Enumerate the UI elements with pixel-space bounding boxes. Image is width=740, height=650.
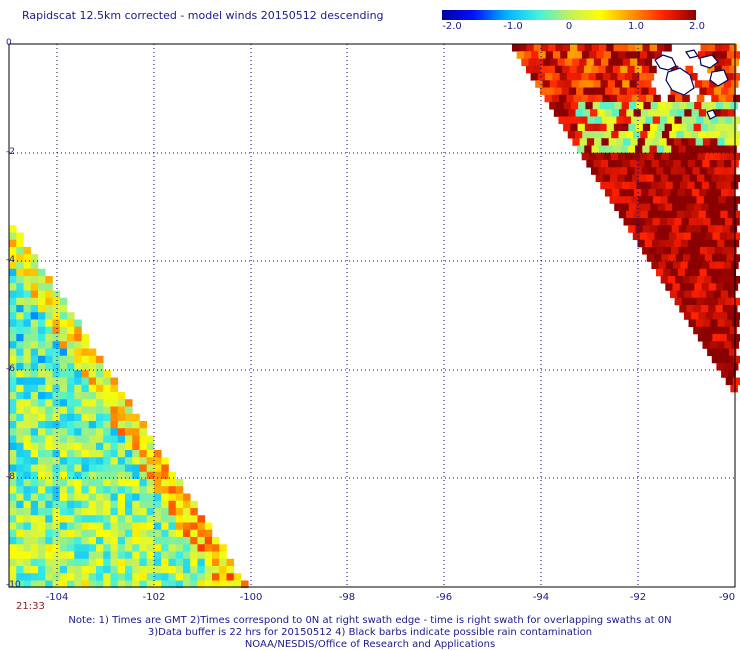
colorbar-label-zero: 0 (565, 21, 573, 32)
lat-label-minus-4: -4 (6, 255, 15, 265)
colorbar-label-minus-1: -1.0 (503, 21, 523, 32)
galapagos-islands-outline (654, 49, 729, 120)
lat-label-minus-8: -8 (6, 472, 15, 482)
lat-label-0: 0 (6, 38, 12, 48)
lon-label-minus-92: -92 (629, 592, 647, 603)
note-line-3: NOAA/NESDIS/Office of Research and Appli… (244, 639, 496, 650)
color-bar (442, 10, 696, 20)
lon-label-minus-94: -94 (532, 592, 550, 603)
lon-label-minus-100: -100 (239, 592, 263, 603)
east-swath (512, 44, 740, 393)
lon-label-minus-90: -90 (718, 592, 736, 603)
lat-lon-grid (9, 44, 735, 587)
lat-label-minus-6: -6 (6, 364, 15, 374)
lon-label-minus-104: -104 (45, 592, 69, 603)
colorbar-label-plus-1: 1.0 (628, 21, 644, 32)
note-line-1: Note: 1) Times are GMT 2)Times correspon… (68, 615, 672, 626)
lat-label-minus-2: -2 (6, 147, 15, 157)
note-line-2: 3)Data buffer is 22 hrs for 20150512 4) … (147, 627, 593, 638)
swath-time-label: 21:33 (16, 601, 45, 612)
west-swath (9, 225, 249, 589)
lon-label-minus-102: -102 (142, 592, 166, 603)
map-title: Rapidscat 12.5km corrected - model winds… (22, 9, 384, 22)
lon-label-minus-96: -96 (435, 592, 453, 603)
lon-label-minus-98: -98 (338, 592, 356, 603)
lat-label-minus-10: -10 (6, 580, 21, 590)
colorbar-label-minus-2: -2.0 (442, 21, 462, 32)
colorbar-label-plus-2: 2.0 (689, 21, 705, 32)
